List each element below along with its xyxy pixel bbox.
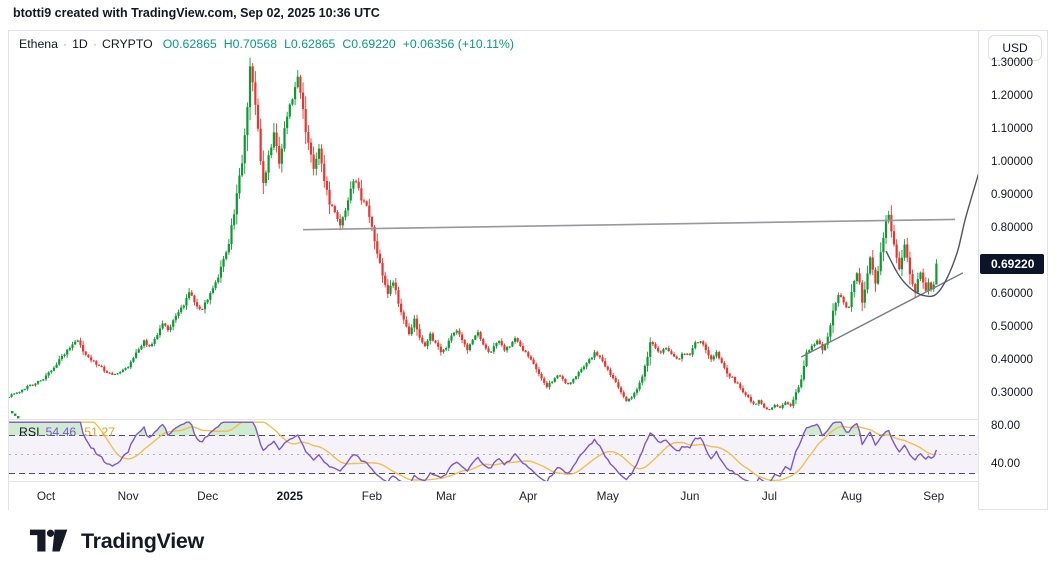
rsi-ma-value: 51.27 <box>84 425 116 439</box>
tradingview-logo-icon <box>30 529 68 552</box>
price-axis[interactable]: USD 1.30000 1.20000 1.10000 1.00000 0.90000 0… <box>979 31 1047 509</box>
rsi-legend: RSI 54.46 51.27 <box>19 425 115 439</box>
legend-separator: · <box>62 37 68 51</box>
rsi-tick-label: 40.00 <box>991 457 1021 470</box>
candles-layer <box>9 57 938 411</box>
attribution-text: btotti9 created with TradingView.com, Se… <box>13 6 380 20</box>
price-tick-label: 1.20000 <box>991 89 1033 102</box>
rsi-value: 54.46 <box>45 425 77 439</box>
price-tick-label: 0.30000 <box>991 386 1033 399</box>
price-tick-label: 0.90000 <box>991 188 1033 201</box>
time-tick-dec: Dec <box>197 489 219 503</box>
ohlc-high: H0.70568 <box>223 37 278 51</box>
price-tick-label: 1.00000 <box>991 155 1033 168</box>
rsi-line <box>9 421 938 481</box>
time-tick-oct: Oct <box>36 489 56 503</box>
price-tick-label: 0.60000 <box>991 287 1033 300</box>
symbol-market: CRYPTO <box>101 37 153 51</box>
time-tick-2025: 2025 <box>276 489 303 503</box>
tradingview-logo[interactable]: TradingView <box>30 528 204 555</box>
ohlc-open: O0.62865 <box>162 37 217 51</box>
symbol-interval[interactable]: 1D <box>72 37 88 51</box>
pane-separator[interactable] <box>9 419 1047 420</box>
price-change: +0.06356 (+10.11%) <box>402 37 514 51</box>
time-tick-may: May <box>596 489 619 503</box>
time-axis-separator <box>9 481 1047 482</box>
rsi-pane <box>9 421 978 481</box>
rsi-overbought-fill <box>9 422 86 436</box>
time-tick-sep: Sep <box>923 489 945 503</box>
rsi-ma-line <box>9 421 937 481</box>
price-tick-label: 0.40000 <box>991 353 1033 366</box>
time-tick-mar: Mar <box>435 489 457 503</box>
time-tick-jul: Jul <box>761 489 777 503</box>
symbol-legend: Ethena · 1D · CRYPTO O0.62865 H0.70568 L0.62865… <box>19 37 521 51</box>
ohlc-low: L0.62865 <box>284 37 336 51</box>
price-tick-label: 0.50000 <box>991 320 1033 333</box>
support-trendline <box>800 272 964 358</box>
rsi-overbought-fill <box>803 424 823 436</box>
rsi-tick-label: 80.00 <box>991 419 1021 432</box>
pane-mini-icon <box>11 411 20 419</box>
last-price-badge: 0.69220 <box>980 253 1044 274</box>
chart-widget: Ethena · 1D · CRYPTO O0.62865 H0.70568 L0.62865… <box>8 30 1048 510</box>
symbol-title[interactable]: Ethena <box>19 37 58 51</box>
price-tick-label: 1.10000 <box>991 122 1033 135</box>
rsi-overbought-fill <box>650 433 656 436</box>
currency-button[interactable]: USD <box>988 35 1042 61</box>
time-tick-jun: Jun <box>680 489 700 503</box>
time-tick-apr: Apr <box>519 489 538 503</box>
price-tick-label: 1.30000 <box>991 56 1033 69</box>
tradingview-logo-text: TradingView <box>81 529 204 553</box>
indicator-name[interactable]: RSI <box>19 425 40 439</box>
price-tick-label: 0.80000 <box>991 221 1033 234</box>
price-chart-canvas[interactable] <box>9 31 978 482</box>
time-axis[interactable]: Oct Nov Dec 2025 Feb Mar Apr May Jun Jul Aug Sep <box>9 482 978 510</box>
time-tick-feb: Feb <box>361 489 383 503</box>
price-axis-separator <box>978 31 979 509</box>
ohlc-close: C0.69220 <box>342 37 396 51</box>
legend-separator: · <box>92 37 97 51</box>
drawings-layer <box>303 173 978 358</box>
parabolic-curve <box>885 173 978 298</box>
rsi-overbought-fill <box>210 422 261 436</box>
resistance-trendline <box>303 218 955 231</box>
time-tick-nov: Nov <box>117 489 139 503</box>
time-tick-aug: Aug <box>841 489 863 503</box>
